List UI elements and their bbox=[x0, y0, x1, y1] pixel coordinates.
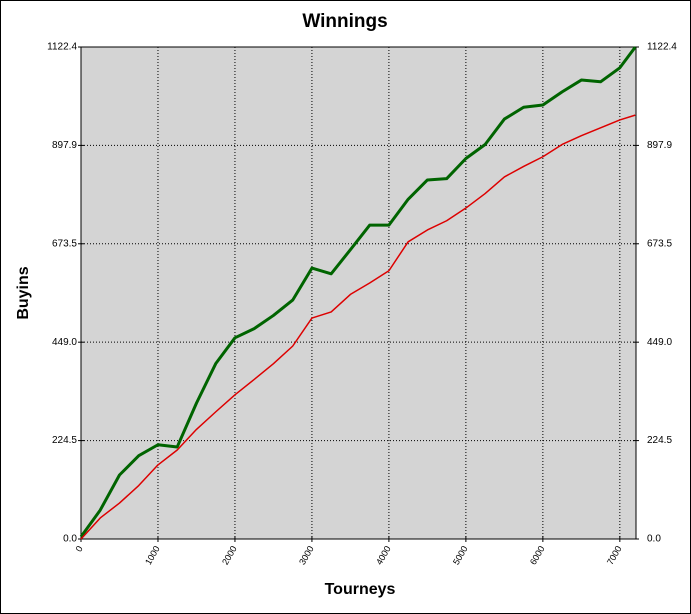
y-tick-label: 224.5 bbox=[52, 435, 77, 446]
y2-tick-label: 1122.4 bbox=[647, 42, 677, 53]
series-line bbox=[80, 114, 636, 540]
y-tick-label: 0.0 bbox=[63, 534, 77, 545]
y2-tick-label: 673.5 bbox=[647, 238, 672, 249]
y-tick-label: 1122.4 bbox=[47, 42, 77, 53]
y2-tick-label: 897.9 bbox=[647, 140, 672, 151]
y-tick-label: 449.0 bbox=[52, 337, 77, 348]
chart-title: Winnings bbox=[302, 11, 387, 32]
x-tick-label: 0 bbox=[74, 544, 85, 553]
y2-tick-label: 0.0 bbox=[647, 534, 661, 545]
y-tick-label: 673.5 bbox=[52, 238, 77, 249]
series-line bbox=[79, 46, 637, 538]
y-tick-label: 897.9 bbox=[52, 140, 77, 151]
x-axis-label: Tourneys bbox=[325, 581, 396, 598]
y-axis-label: Buyins bbox=[15, 266, 32, 319]
plot-area bbox=[80, 46, 637, 540]
y2-tick-label: 224.5 bbox=[647, 435, 672, 446]
y2-tick-label: 449.0 bbox=[647, 337, 672, 348]
